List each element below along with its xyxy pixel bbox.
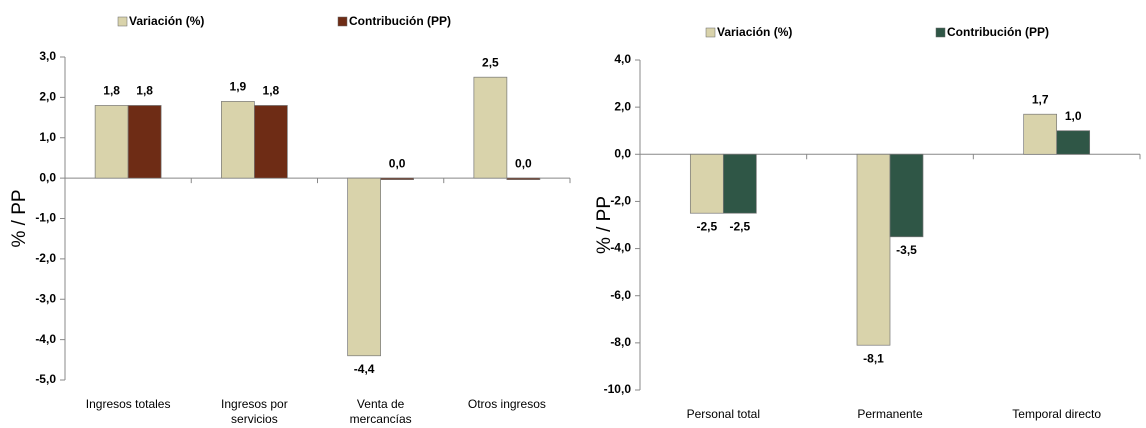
- y-tick-label: -2,0: [610, 194, 631, 208]
- y-tick-label: 2,0: [39, 90, 56, 104]
- legend-label: Variación (%): [717, 25, 792, 39]
- y-tick-label: -6,0: [610, 288, 631, 302]
- y-tick-label: 1,0: [39, 130, 56, 144]
- y-axis-title: % / PP: [9, 189, 30, 247]
- y-tick-label: -10,0: [604, 382, 632, 396]
- y-tick-label: -1,0: [35, 211, 56, 225]
- y-tick-label: 3,0: [39, 49, 56, 63]
- x-tick-label: Otros ingresos: [468, 397, 546, 411]
- value-label: 0,0: [515, 156, 532, 170]
- legend-swatch: [337, 16, 348, 27]
- value-label: 0,0: [389, 156, 406, 170]
- x-tick-label: Ingresos totales: [86, 397, 171, 411]
- y-tick-label: -2,0: [35, 251, 56, 265]
- bar: [856, 153, 891, 346]
- value-label: -4,4: [354, 362, 375, 376]
- bar: [221, 101, 255, 179]
- bar: [689, 153, 724, 214]
- bar: [94, 105, 129, 179]
- value-label: 1,8: [103, 84, 120, 98]
- value-label: -2,5: [729, 219, 750, 233]
- x-tick-label: Ingresos por servicios: [221, 397, 288, 426]
- y-axis-title: % / PP: [594, 196, 615, 254]
- y-tick-label: -8,0: [610, 335, 631, 349]
- bar: [254, 105, 288, 179]
- value-label: 1,8: [136, 84, 153, 98]
- y-tick-label: 0,0: [39, 170, 56, 184]
- bar: [1056, 130, 1091, 155]
- value-label: -8,1: [863, 351, 884, 365]
- x-tick-label: Venta de mercancías: [350, 397, 412, 426]
- value-label: 1,7: [1032, 92, 1049, 106]
- y-tick-label: -4,0: [610, 241, 631, 255]
- bar: [347, 177, 381, 357]
- x-tick-label: Temporal directo: [1012, 407, 1101, 421]
- bar: [380, 177, 414, 180]
- bar: [506, 177, 541, 180]
- bar: [127, 105, 162, 179]
- value-label: -2,5: [696, 219, 717, 233]
- y-tick-label: -3,0: [35, 291, 56, 305]
- y-tick-label: 2,0: [614, 99, 631, 113]
- legend-swatch: [705, 27, 716, 38]
- x-tick-label: Permanente: [857, 407, 923, 421]
- bar: [722, 153, 757, 214]
- legend-label: Contribución (PP): [349, 14, 451, 28]
- y-tick-label: 4,0: [614, 52, 631, 66]
- bar: [1023, 113, 1058, 155]
- y-tick-label: 0,0: [614, 146, 631, 160]
- value-label: 2,5: [482, 55, 499, 69]
- y-tick-label: -5,0: [35, 372, 56, 386]
- legend-swatch: [935, 27, 946, 38]
- y-tick-label: -4,0: [35, 332, 56, 346]
- bar: [889, 153, 924, 238]
- x-tick-label: Personal total: [687, 407, 760, 421]
- value-label: -3,5: [896, 243, 917, 257]
- legend-label: Contribución (PP): [947, 25, 1049, 39]
- value-label: 1,9: [230, 80, 247, 94]
- value-label: 1,0: [1065, 109, 1082, 123]
- legend-label: Variación (%): [129, 14, 204, 28]
- bar: [473, 76, 508, 179]
- value-label: 1,8: [263, 84, 280, 98]
- legend-swatch: [117, 16, 128, 27]
